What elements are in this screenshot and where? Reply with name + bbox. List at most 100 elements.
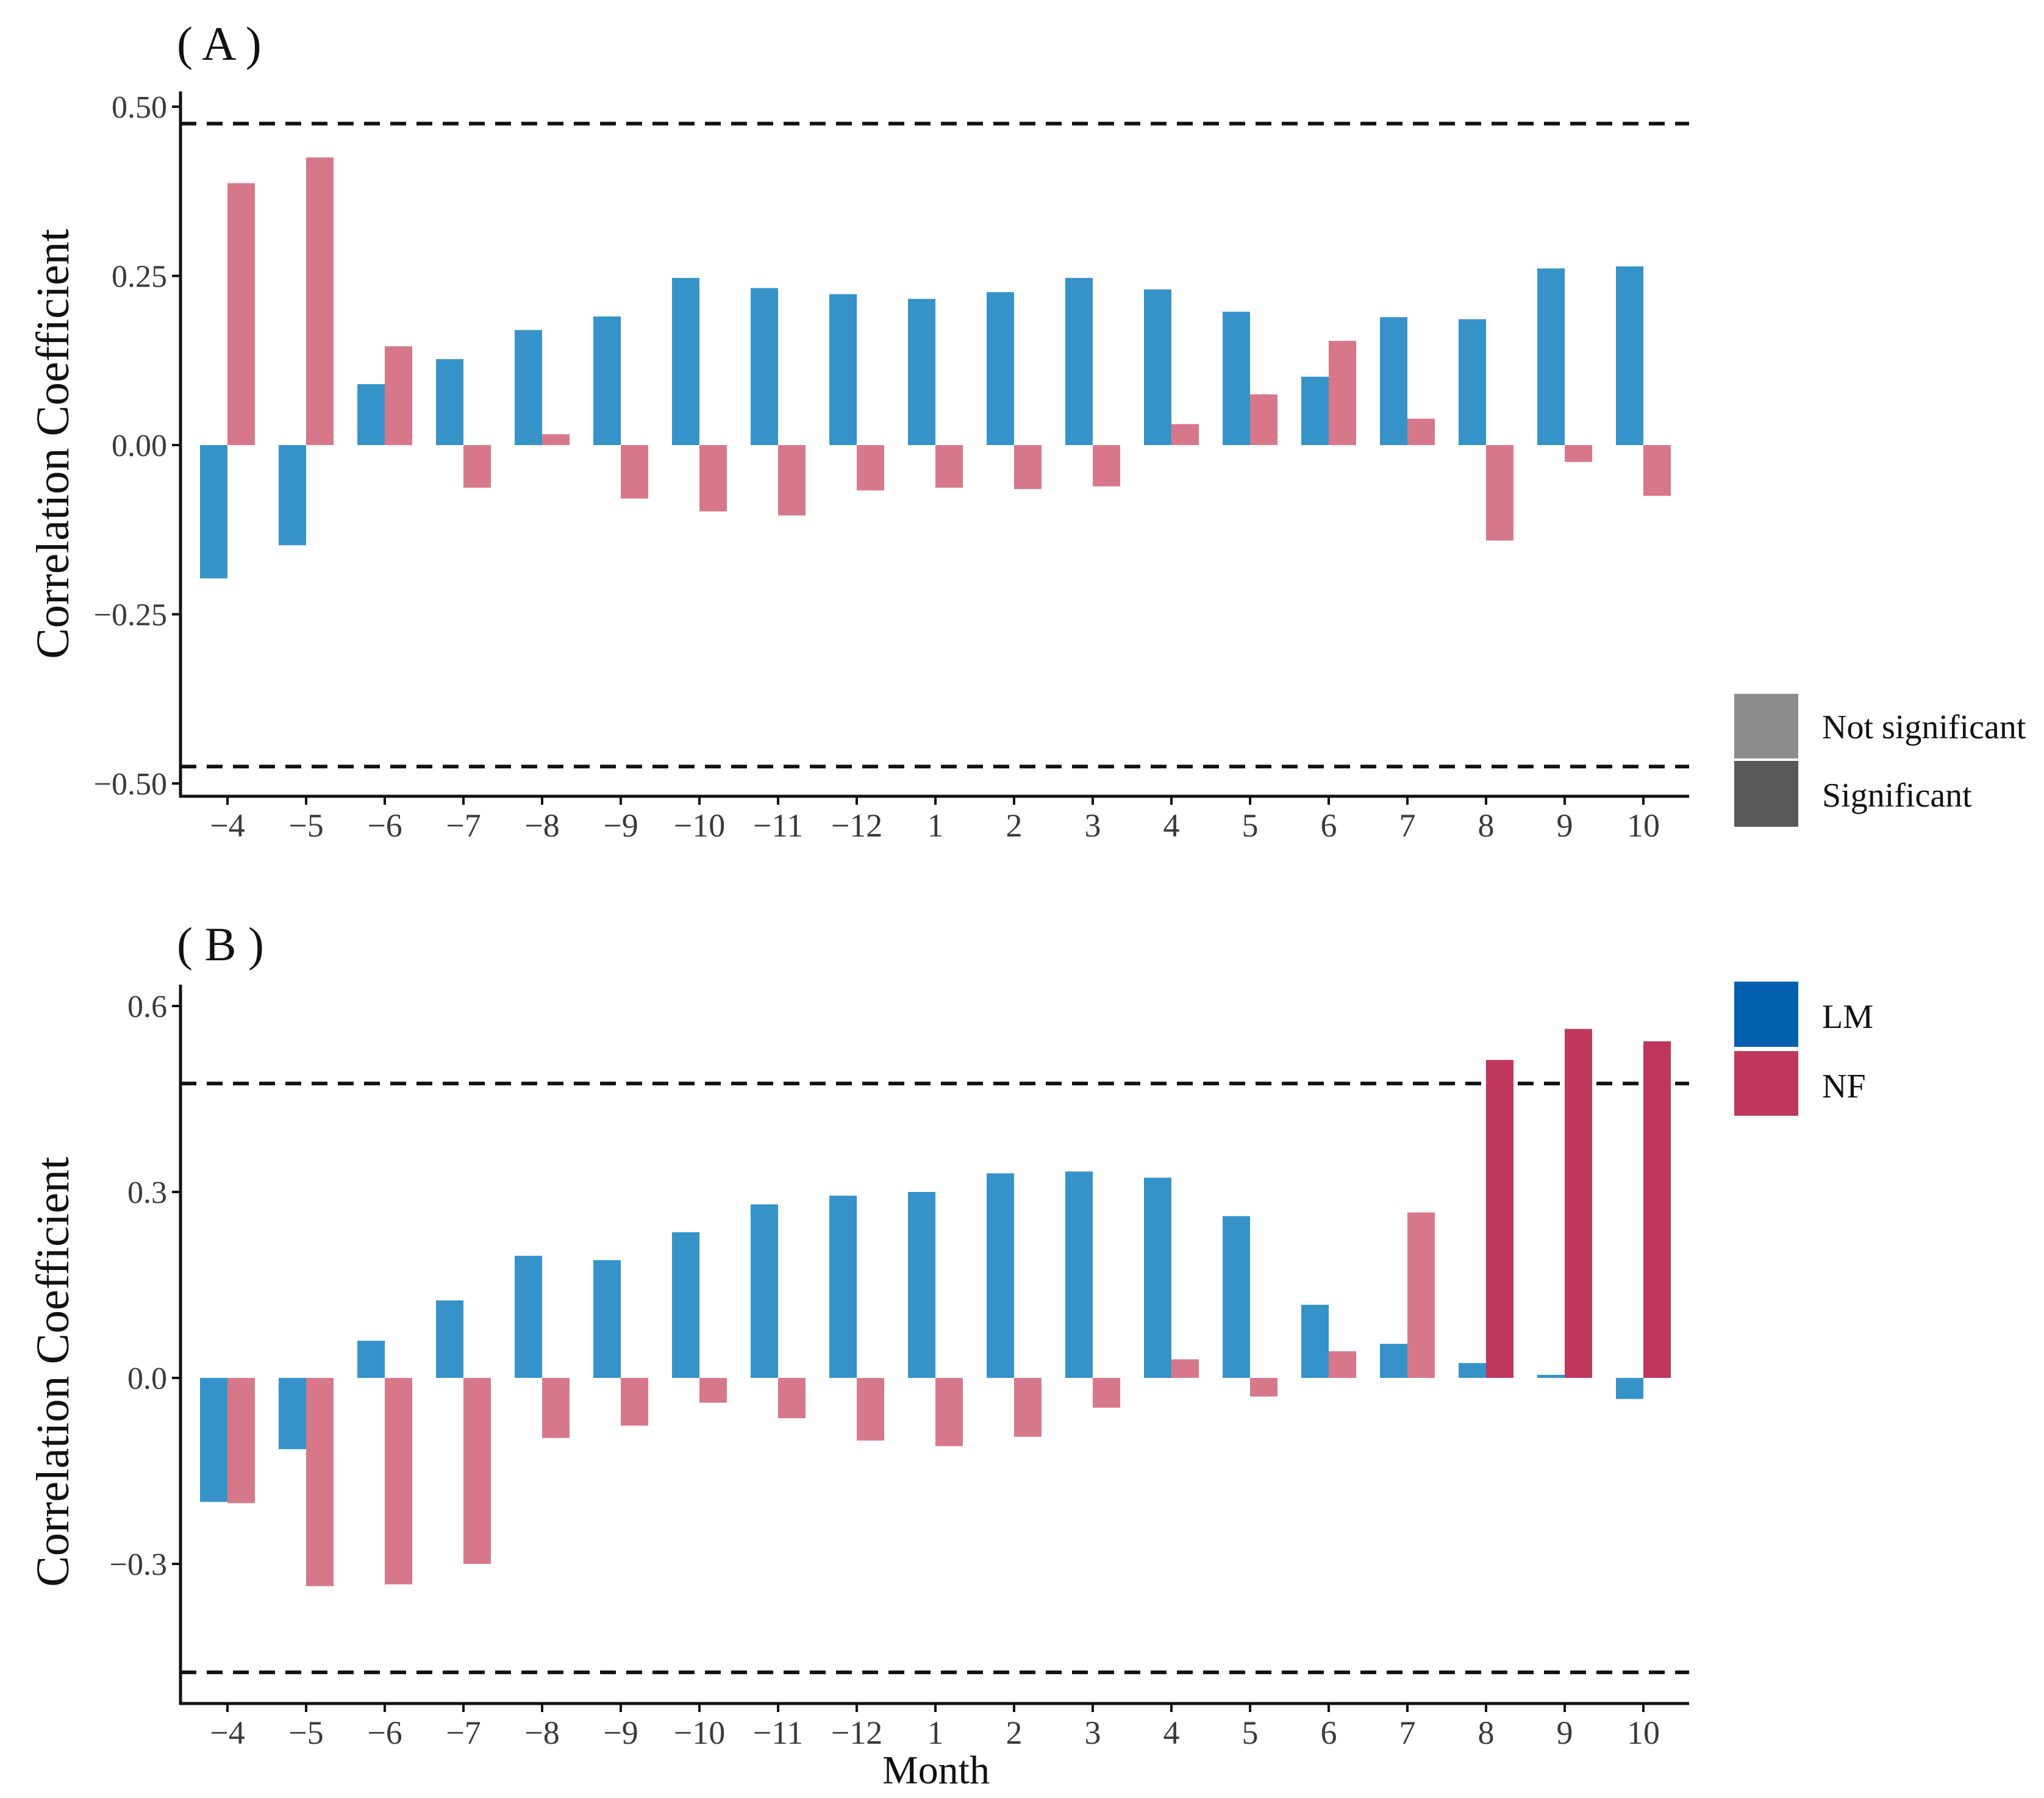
panel-a-bar-nf-17 — [1486, 445, 1513, 541]
panel-b-y-tick-label: −0.3 — [110, 1547, 167, 1582]
panel-b-bar-nf-14 — [1250, 1378, 1278, 1397]
panel-b-bar-nf-11 — [1014, 1378, 1042, 1437]
panel-a-bar-nf-13 — [1171, 424, 1199, 445]
panel-b-x-tick-label: −7 — [446, 1714, 481, 1751]
panel-a-bar-nf-8 — [778, 445, 806, 516]
panel-a-thresholds — [180, 121, 1689, 769]
panel-a-bar-lm-3 — [357, 384, 385, 445]
panel-b-bar-lm-14 — [1223, 1216, 1250, 1378]
panel-b-bar-nf-18 — [1565, 1029, 1592, 1378]
panel-b-bar-lm-1 — [200, 1378, 227, 1502]
panel-a-y-axis-title: Correlation Coefficient — [27, 229, 79, 659]
legend-swatch-not-significant — [1734, 694, 1798, 758]
panel-b-bar-lm-2 — [279, 1378, 306, 1449]
panel-b-x-ticks: −4 −5 −6 −7 −8 −9 −10 −11 −12 1 2 3 4 5 6 7 8 9 10 — [210, 1703, 1660, 1751]
panel-a-y-tick-label: 0.00 — [112, 429, 167, 463]
panel-a-x-tick-label: −12 — [831, 807, 882, 844]
panel-b-bar-lm-10 — [908, 1192, 935, 1378]
legend-significance: Not significant Significant — [1734, 694, 2026, 827]
legend-label-not-significant: Not significant — [1822, 708, 2026, 746]
panel-a-x-tick-label: 3 — [1085, 807, 1101, 844]
panel-b-x-tick-label: 7 — [1399, 1714, 1416, 1751]
legend-swatch-lm — [1734, 982, 1798, 1047]
panel-b-bar-lm-17 — [1459, 1363, 1486, 1378]
panel-b-y-tick-label: 0.6 — [127, 990, 167, 1024]
panel-a-bar-nf-11 — [1014, 445, 1042, 490]
panel-b-bar-nf-4 — [463, 1378, 491, 1564]
panel-b-x-tick-label: −6 — [367, 1714, 402, 1751]
panel-a-x-tick-label: 7 — [1399, 807, 1416, 844]
panel-b-x-tick-label: 4 — [1163, 1714, 1180, 1751]
panel-b-x-tick-label: −12 — [831, 1714, 882, 1751]
panel-a-bar-lm-6 — [593, 316, 621, 445]
panel-b-x-tick-label: 1 — [927, 1714, 944, 1751]
panel-a-x-tick-label: −7 — [446, 807, 481, 844]
panel-b-x-tick-label: −5 — [288, 1714, 323, 1751]
panel-a-x-tick-label: 1 — [927, 807, 944, 844]
panel-b-bar-nf-13 — [1171, 1359, 1199, 1378]
panel-a-y-tick-label: 0.50 — [112, 90, 167, 125]
panel-a-bar-nf-4 — [463, 445, 491, 488]
panel-a-bar-lm-8 — [751, 288, 778, 445]
panel-a-bar-lm-15 — [1301, 376, 1329, 445]
panel-a-bar-lm-16 — [1380, 317, 1407, 445]
legend-swatch-nf — [1734, 1051, 1798, 1116]
panel-a-bars — [200, 157, 1671, 579]
panel-b-x-tick-label: 9 — [1557, 1714, 1573, 1751]
panel-b-bar-nf-7 — [699, 1378, 727, 1403]
panel-a-x-tick-label: 9 — [1557, 807, 1573, 844]
panel-b-bar-nf-8 — [778, 1378, 806, 1419]
panel-a-x-tick-label: 10 — [1627, 807, 1660, 844]
panel-a-bar-nf-18 — [1565, 445, 1592, 462]
panel-a-bar-lm-19 — [1616, 266, 1643, 445]
panel-b-bar-nf-2 — [306, 1378, 334, 1586]
panel-b: ( B ) Correlation Coefficient −0.3 0.0 0.3… — [27, 918, 1689, 1793]
panel-b-bar-lm-19 — [1616, 1378, 1643, 1399]
panel-a-x-tick-label: −4 — [210, 807, 245, 844]
legend-label-lm: LM — [1822, 998, 1873, 1036]
panel-b-bar-nf-1 — [227, 1378, 255, 1504]
legend-label-nf: NF — [1822, 1068, 1866, 1105]
panel-a-bar-lm-12 — [1065, 277, 1093, 445]
panel-b-x-tick-label: −4 — [210, 1714, 245, 1751]
panel-b-y-axis-title: Correlation Coefficient — [27, 1157, 79, 1587]
panel-a-bar-lm-5 — [515, 330, 542, 445]
panel-b-y-ticks: −0.3 0.0 0.3 0.6 — [110, 990, 180, 1582]
legend-series: LM NF — [1734, 982, 1873, 1116]
panel-b-bar-lm-11 — [987, 1173, 1014, 1378]
panel-a-x-tick-label: −10 — [674, 807, 725, 844]
panel-a-y-ticks: −0.50 −0.25 0.00 0.25 0.50 — [94, 90, 180, 802]
panel-a-x-tick-label: −11 — [753, 807, 803, 844]
panel-a-bar-nf-19 — [1643, 445, 1671, 496]
panel-b-bar-nf-6 — [621, 1378, 648, 1426]
panel-b-bar-lm-5 — [515, 1255, 542, 1378]
panel-a-bar-lm-2 — [279, 445, 306, 546]
panel-a-bar-nf-6 — [621, 445, 648, 499]
panel-b-x-tick-label: −11 — [753, 1714, 803, 1751]
panel-b-bar-nf-12 — [1093, 1378, 1120, 1408]
legend-label-significant: Significant — [1822, 777, 1972, 815]
panel-a-bar-nf-3 — [385, 346, 412, 445]
panel-a-bar-lm-1 — [200, 445, 227, 579]
panel-a-x-tick-label: 8 — [1478, 807, 1495, 844]
panel-b-bar-lm-4 — [436, 1300, 463, 1378]
panel-a-bar-lm-11 — [987, 292, 1014, 445]
panel-a-bar-lm-9 — [829, 294, 857, 445]
panel-a-bar-nf-14 — [1250, 394, 1278, 445]
panel-b-bar-nf-5 — [542, 1378, 570, 1438]
panel-b-bar-lm-16 — [1380, 1344, 1407, 1378]
panel-b-x-tick-label: 3 — [1085, 1714, 1101, 1751]
panel-a-bar-nf-7 — [699, 445, 727, 512]
panel-a-x-tick-label: 2 — [1006, 807, 1023, 844]
panel-a-x-tick-label: −6 — [367, 807, 402, 844]
panel-b-x-tick-label: 5 — [1242, 1714, 1259, 1751]
x-axis-title: Month — [882, 1748, 990, 1793]
panel-a-bar-nf-12 — [1093, 445, 1120, 487]
panel-b-bar-lm-18 — [1537, 1374, 1565, 1378]
panel-b-bar-lm-13 — [1144, 1177, 1171, 1378]
panel-a-bar-lm-17 — [1459, 319, 1486, 445]
panel-a-label: ( A ) — [177, 17, 262, 70]
panel-b-bars — [200, 1029, 1671, 1586]
panel-a-bar-lm-18 — [1537, 268, 1565, 445]
